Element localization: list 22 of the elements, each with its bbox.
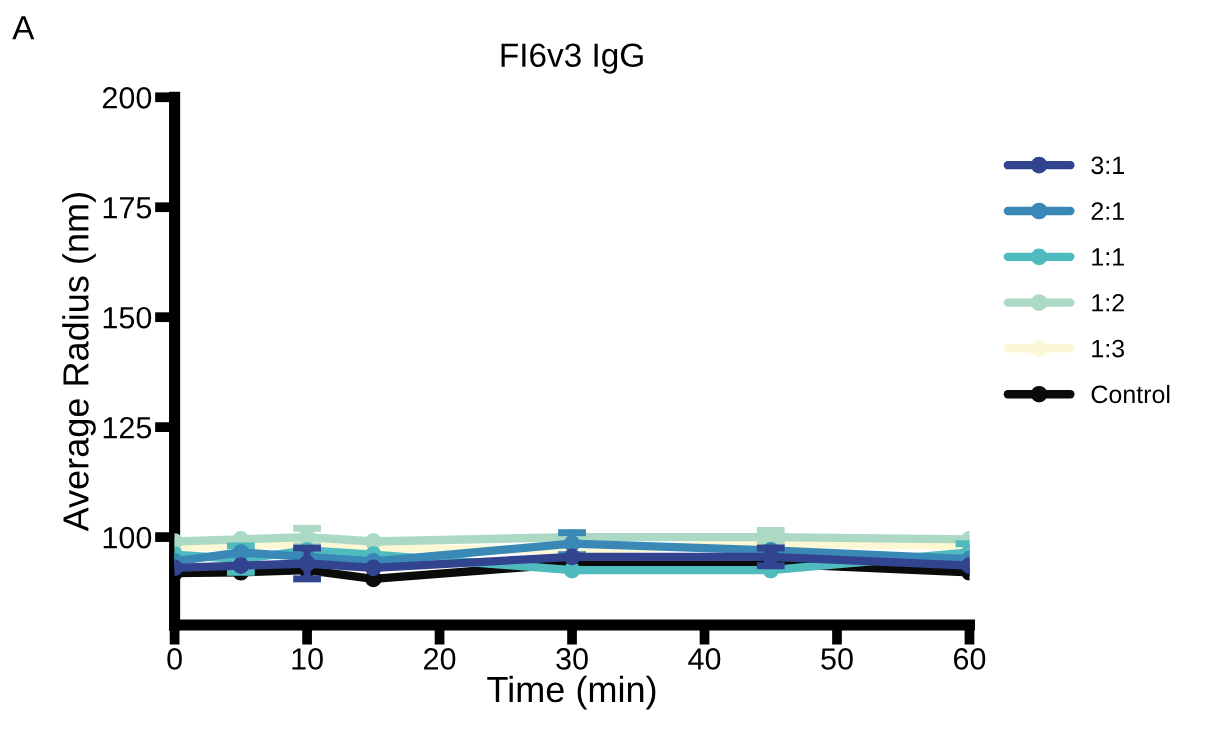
legend-label: 2:1 <box>1091 202 1124 220</box>
y-tick-label: 150 <box>103 306 152 329</box>
legend-label: 1:3 <box>1092 339 1125 358</box>
x-tick-label: 10 <box>292 648 323 670</box>
x-tick-label: 30 <box>556 648 588 670</box>
y-axis-title: Average Radius (nm) <box>62 193 96 532</box>
legend-label: Control <box>1091 384 1170 404</box>
y-tick-label: 100 <box>103 526 152 549</box>
legend-label: 1:1 <box>1092 248 1124 266</box>
legend-label: 3:1 <box>1091 156 1124 175</box>
x-tick-label: 40 <box>688 648 721 670</box>
y-tick-label: 125 <box>103 416 152 439</box>
x-tick-label: 0 <box>167 648 182 670</box>
x-tick-label: 50 <box>821 648 853 670</box>
legend-label: 1:2 <box>1092 293 1124 312</box>
y-tick-label: 200 <box>102 87 152 109</box>
y-tick-label: 175 <box>103 197 152 219</box>
text: A <box>12 16 35 40</box>
chart-title: FI6v3 IgG <box>501 43 643 74</box>
x-tick-label: 60 <box>954 648 986 670</box>
x-tick-label: 20 <box>424 648 456 670</box>
x-axis-title: Time (min) <box>487 675 656 710</box>
